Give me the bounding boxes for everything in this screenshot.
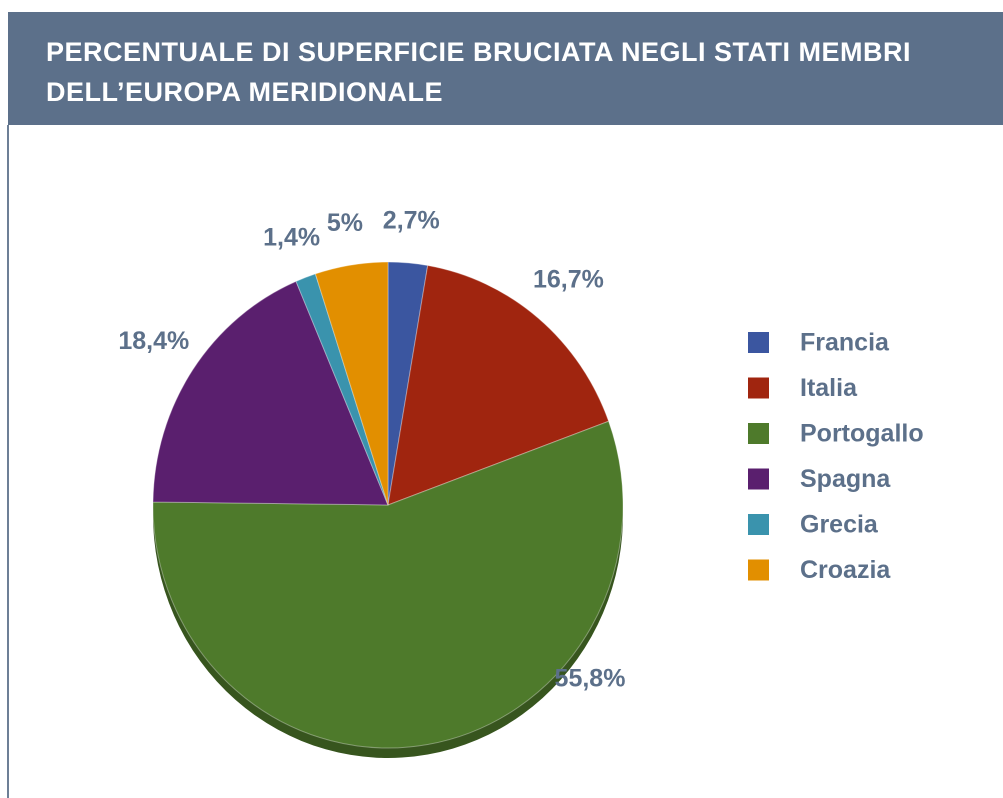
legend-swatch	[748, 514, 769, 535]
legend-swatch	[748, 377, 769, 399]
chart-title: PERCENTUALE DI SUPERFICIE BRUCIATA NEGLI…	[46, 37, 912, 107]
legend-label: Croazia	[800, 556, 891, 584]
data-label: 55,8%	[555, 665, 626, 693]
frame-line	[7, 125, 9, 798]
data-label: 1,4%	[263, 223, 320, 251]
data-label: 16,7%	[533, 266, 604, 294]
pie-slice	[152, 280, 389, 506]
pie-slice	[387, 264, 610, 506]
legend-swatch	[748, 332, 769, 353]
legend-label: Spagna	[800, 465, 891, 493]
legend-swatch	[748, 423, 769, 444]
legend-label: Grecia	[800, 511, 879, 539]
data-label: 2,7%	[383, 206, 440, 234]
legend-label: Portogallo	[800, 420, 924, 448]
data-label: 18,4%	[118, 327, 189, 355]
legend-swatch	[748, 468, 769, 490]
pie-slice	[152, 420, 624, 749]
pie-slice	[295, 273, 389, 506]
legend-label: Francia	[800, 329, 890, 357]
legend-swatch	[748, 559, 769, 581]
legend-label: Italia	[800, 374, 858, 402]
pie-slice	[387, 261, 429, 506]
header: PERCENTUALE DI SUPERFICIE BRUCIATA NEGLI…	[8, 12, 1003, 125]
data-label: 5%	[327, 209, 363, 237]
pie-slice	[314, 261, 389, 506]
